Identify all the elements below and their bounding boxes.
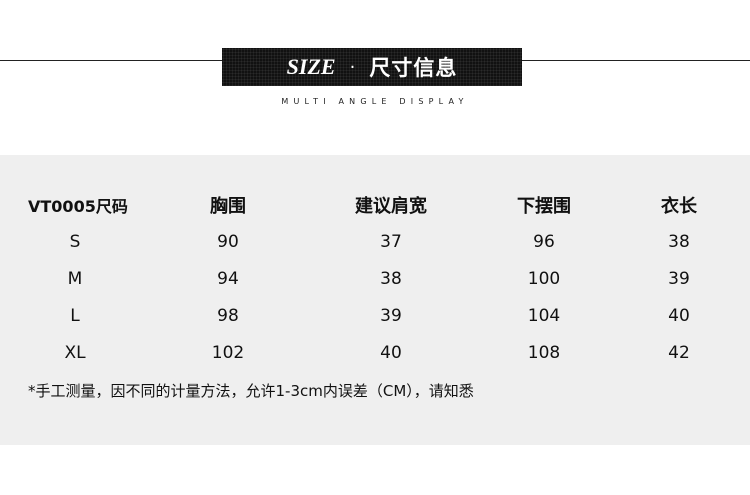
table-cell: S <box>69 232 81 252</box>
table-cell: 90 <box>217 232 239 252</box>
size-table-panel <box>0 155 750 445</box>
table-cell: 39 <box>380 306 402 326</box>
table-cell: 38 <box>668 232 690 252</box>
column-header: 建议肩宽 <box>355 196 427 217</box>
table-cell: 40 <box>380 343 402 363</box>
title-en: SIZE <box>286 54 336 79</box>
table-cell: L <box>70 306 80 326</box>
table-cell: 102 <box>211 343 245 363</box>
table-cell: 104 <box>527 306 561 326</box>
table-cell: 100 <box>527 269 561 289</box>
column-header: VT0005尺码 <box>28 197 128 216</box>
table-cell: 96 <box>533 232 555 252</box>
table-cell: 37 <box>380 232 402 252</box>
divider-left <box>0 60 222 61</box>
column-header: 胸围 <box>210 196 246 217</box>
table-cell: 40 <box>668 306 690 326</box>
measurement-note: *手工测量，因不同的计量方法，允许1-3cm内误差（CM），请知悉 <box>28 382 474 400</box>
table-cell: 94 <box>217 269 239 289</box>
table-cell: 98 <box>217 306 239 326</box>
table-cell: 38 <box>380 269 402 289</box>
column-header: 衣长 <box>661 196 697 217</box>
divider-right <box>522 60 750 61</box>
title-separator: · <box>349 56 356 78</box>
column-header: 下摆围 <box>517 196 571 217</box>
table-cell: M <box>67 269 83 289</box>
title-cn: 尺寸信息 <box>369 56 458 80</box>
table-cell: 42 <box>668 343 690 363</box>
table-cell: 108 <box>527 343 561 363</box>
title-banner: SIZE · 尺寸信息 <box>222 48 522 86</box>
table-cell: 39 <box>668 269 690 289</box>
subtitle: MULTI ANGLE DISPLAY <box>281 97 469 106</box>
table-cell: XL <box>64 343 86 363</box>
